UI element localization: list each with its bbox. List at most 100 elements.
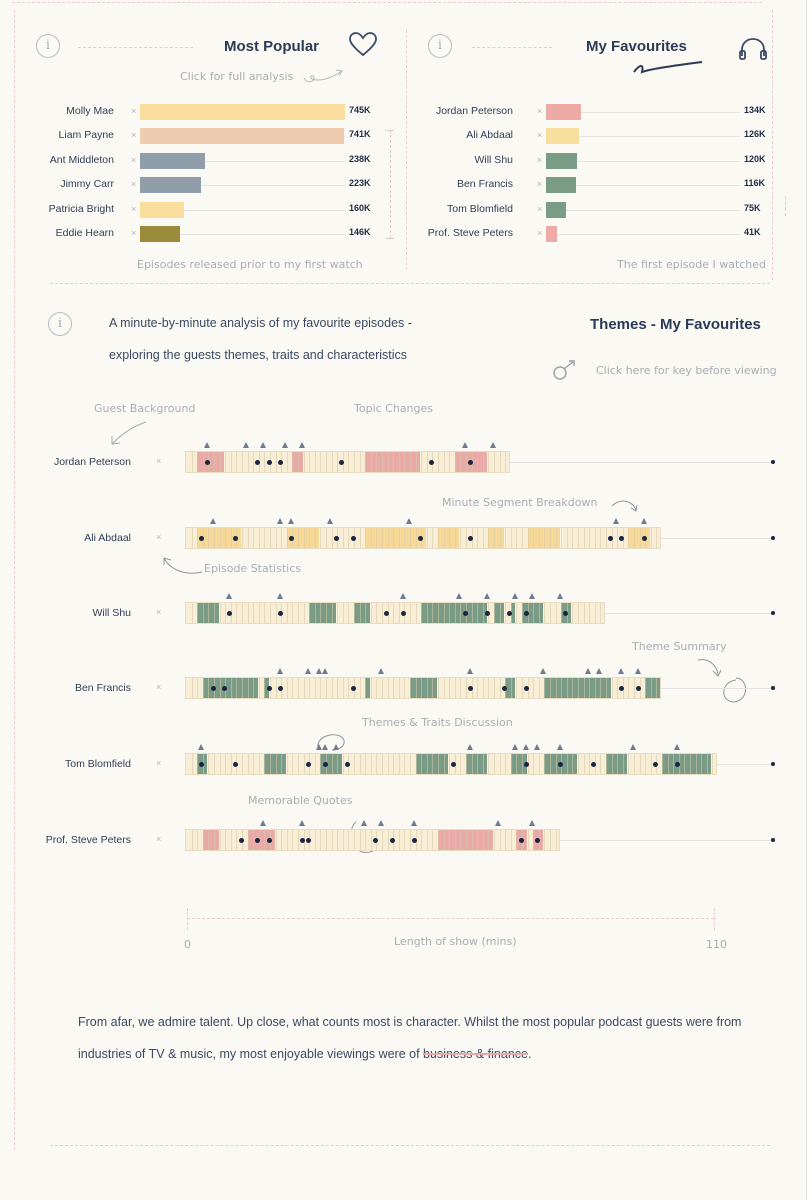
remove-x-icon[interactable]: ×: [537, 130, 543, 141]
theme-segment[interactable]: [628, 528, 651, 548]
quote-dot[interactable]: [277, 685, 283, 691]
quote-dot[interactable]: [412, 837, 418, 843]
remove-x-icon[interactable]: ×: [131, 154, 137, 165]
quote-dot[interactable]: [462, 610, 468, 616]
quote-dot[interactable]: [468, 685, 474, 691]
topic-change-marker[interactable]: [411, 820, 418, 826]
quote-dot[interactable]: [210, 685, 216, 691]
topic-change-marker[interactable]: [276, 593, 283, 599]
topic-change-marker[interactable]: [332, 744, 339, 750]
bar[interactable]: [546, 104, 581, 120]
theme-segment[interactable]: [197, 452, 226, 472]
topic-change-marker[interactable]: [461, 442, 468, 448]
quote-dot[interactable]: [384, 610, 390, 616]
topic-change-marker[interactable]: [282, 442, 289, 448]
topic-change-marker[interactable]: [595, 668, 602, 674]
theme-segment[interactable]: [410, 678, 438, 698]
remove-x-icon[interactable]: ×: [537, 203, 543, 214]
bar[interactable]: [546, 177, 577, 194]
episode-strip[interactable]: [185, 451, 510, 473]
topic-change-marker[interactable]: [467, 744, 474, 750]
topic-change-marker[interactable]: [276, 518, 283, 524]
episode-strip[interactable]: [185, 677, 661, 699]
quote-dot[interactable]: [484, 610, 490, 616]
remove-x-icon[interactable]: ×: [131, 203, 137, 214]
remove-x-icon[interactable]: ×: [131, 130, 137, 141]
quote-dot[interactable]: [350, 685, 356, 691]
bar[interactable]: [546, 128, 579, 145]
quote-dot[interactable]: [518, 837, 524, 843]
topic-change-marker[interactable]: [276, 668, 283, 674]
remove-x-icon[interactable]: ×: [156, 456, 162, 466]
topic-change-marker[interactable]: [321, 668, 328, 674]
quote-dot[interactable]: [501, 685, 507, 691]
quote-dot[interactable]: [468, 459, 474, 465]
topic-change-marker[interactable]: [640, 518, 647, 524]
bar[interactable]: [140, 152, 206, 169]
theme-segment[interactable]: [309, 603, 338, 623]
episode-strip[interactable]: [185, 527, 661, 549]
popular-hint[interactable]: Click for full analysis: [180, 70, 294, 83]
topic-change-marker[interactable]: [287, 518, 294, 524]
quote-dot[interactable]: [641, 535, 647, 541]
quote-dot[interactable]: [524, 685, 530, 691]
topic-change-marker[interactable]: [612, 518, 619, 524]
topic-change-marker[interactable]: [489, 442, 496, 448]
quote-dot[interactable]: [417, 535, 423, 541]
quote-dot[interactable]: [305, 837, 311, 843]
quote-dot[interactable]: [266, 459, 272, 465]
remove-x-icon[interactable]: ×: [537, 106, 543, 116]
topic-change-marker[interactable]: [584, 668, 591, 674]
theme-segment[interactable]: [365, 678, 371, 698]
topic-change-marker[interactable]: [360, 820, 367, 826]
bar[interactable]: [140, 128, 344, 145]
quote-dot[interactable]: [524, 761, 530, 767]
theme-segment[interactable]: [197, 528, 242, 548]
topic-change-marker[interactable]: [556, 744, 563, 750]
quote-dot[interactable]: [619, 685, 625, 691]
remove-x-icon[interactable]: ×: [131, 228, 137, 238]
theme-segment[interactable]: [510, 603, 517, 623]
topic-change-marker[interactable]: [511, 593, 518, 599]
remove-x-icon[interactable]: ×: [156, 532, 162, 542]
quote-dot[interactable]: [557, 761, 563, 767]
quote-dot[interactable]: [277, 459, 283, 465]
theme-segment[interactable]: [264, 754, 287, 774]
topic-change-marker[interactable]: [455, 593, 462, 599]
quote-dot[interactable]: [333, 535, 339, 541]
quote-dot[interactable]: [339, 459, 345, 465]
quote-dot[interactable]: [227, 610, 233, 616]
topic-change-marker[interactable]: [528, 593, 535, 599]
quote-dot[interactable]: [277, 610, 283, 616]
topic-change-marker[interactable]: [556, 593, 563, 599]
topic-change-marker[interactable]: [226, 593, 233, 599]
topic-change-marker[interactable]: [511, 744, 518, 750]
topic-change-marker[interactable]: [259, 442, 266, 448]
quote-dot[interactable]: [591, 761, 597, 767]
remove-x-icon[interactable]: ×: [156, 682, 162, 692]
quote-dot[interactable]: [350, 535, 356, 541]
quote-dot[interactable]: [255, 837, 261, 843]
themes-info-icon[interactable]: i: [48, 312, 72, 336]
topic-change-marker[interactable]: [399, 593, 406, 599]
quote-dot[interactable]: [451, 761, 457, 767]
topic-change-marker[interactable]: [629, 744, 636, 750]
bar[interactable]: [140, 177, 202, 194]
topic-change-marker[interactable]: [618, 668, 625, 674]
episode-strip[interactable]: [185, 829, 561, 851]
topic-change-marker[interactable]: [315, 744, 322, 750]
quote-dot[interactable]: [675, 761, 681, 767]
remove-x-icon[interactable]: ×: [537, 179, 543, 190]
topic-change-marker[interactable]: [523, 744, 530, 750]
topic-change-marker[interactable]: [377, 820, 384, 826]
episode-strip[interactable]: [185, 602, 605, 624]
episode-strip[interactable]: [185, 753, 717, 775]
topic-change-marker[interactable]: [539, 668, 546, 674]
quote-dot[interactable]: [636, 685, 642, 691]
theme-segment[interactable]: [645, 678, 660, 698]
topic-change-marker[interactable]: [299, 442, 306, 448]
remove-x-icon[interactable]: ×: [156, 607, 162, 617]
quote-dot[interactable]: [266, 837, 272, 843]
key-icon[interactable]: [552, 358, 578, 382]
bar[interactable]: [140, 104, 345, 120]
